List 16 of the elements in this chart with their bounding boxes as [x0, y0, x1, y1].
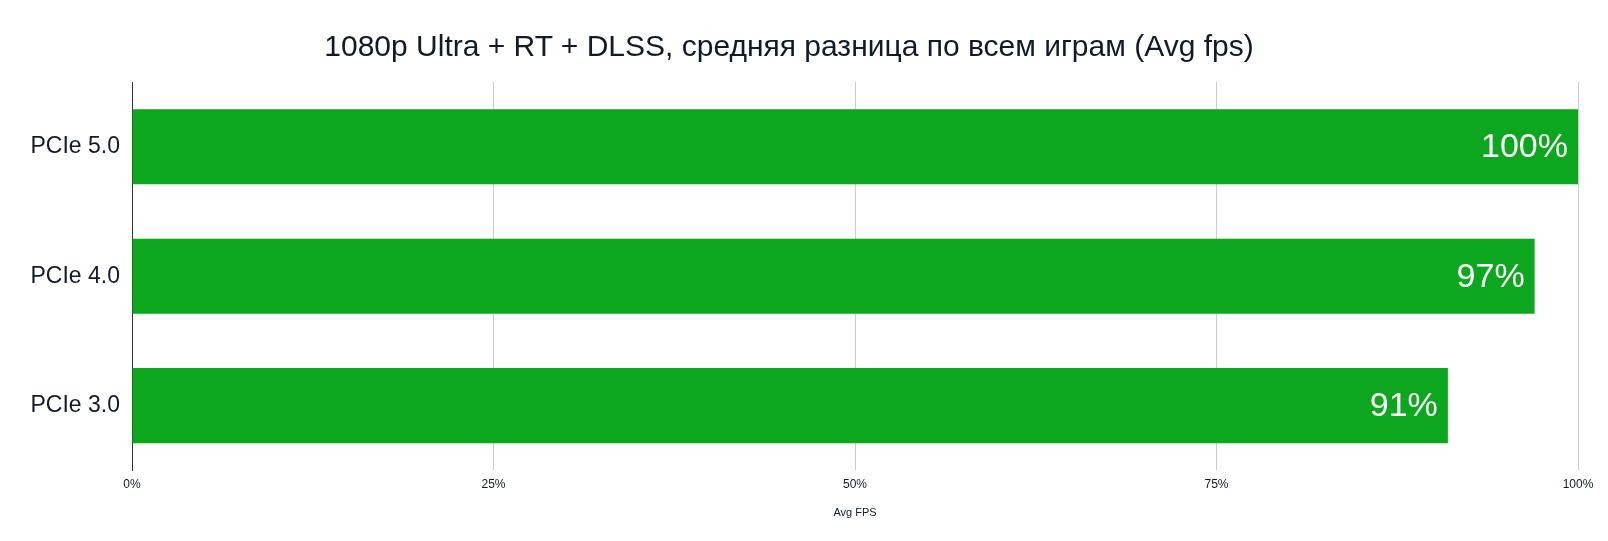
- x-tick-label: 100%: [1562, 476, 1594, 491]
- x-tick-label: 0%: [123, 476, 141, 491]
- y-tick-label: PCIe 5.0: [30, 132, 120, 159]
- data-label: 100%: [1481, 126, 1568, 165]
- x-tick-label: 25%: [481, 476, 506, 491]
- bar: [132, 368, 1448, 444]
- chart-title: 1080p Ultra + RT + DLSS, средняя разница по всем играм (Avg fps): [324, 29, 1254, 63]
- x-tick-label: 75%: [1204, 476, 1229, 491]
- x-axis-title: Avg FPS: [833, 506, 877, 519]
- data-label: 97%: [1456, 255, 1525, 294]
- data-label: 91%: [1369, 385, 1438, 424]
- y-tick-label: PCIe 3.0: [30, 391, 120, 418]
- bar: [132, 238, 1535, 314]
- x-tick-label: 50%: [842, 476, 868, 491]
- bar: [132, 109, 1578, 185]
- y-tick-label: PCIe 4.0: [30, 261, 120, 288]
